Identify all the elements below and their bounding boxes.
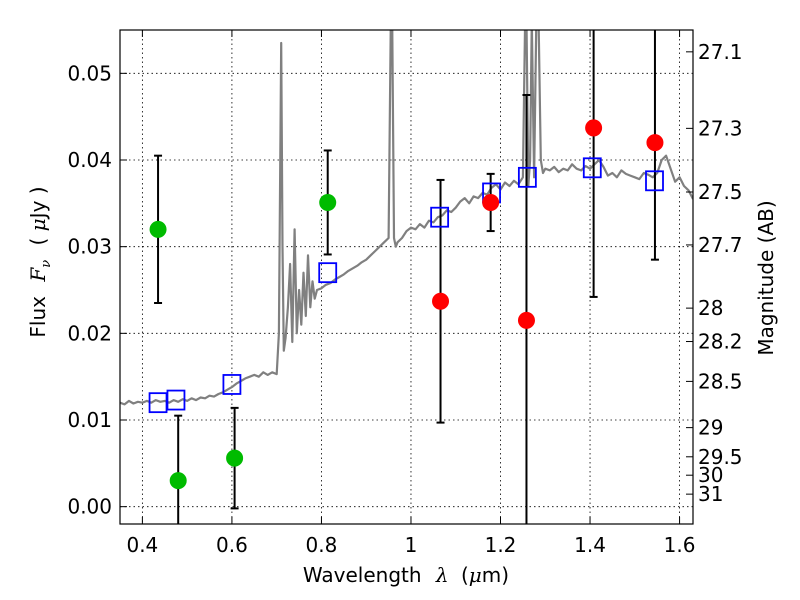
model-photometry-square bbox=[148, 392, 168, 414]
grid bbox=[120, 30, 693, 524]
magnitude-tick-label: 29 bbox=[698, 416, 723, 440]
x-tick-label: 1.2 bbox=[485, 533, 517, 557]
x-tick-label: 0.8 bbox=[306, 533, 338, 557]
observed-point-red bbox=[585, 119, 603, 137]
model-photometry-square bbox=[430, 206, 450, 228]
observed-point-green bbox=[149, 220, 167, 238]
model-photometry-square bbox=[582, 157, 602, 179]
x-tick-label: 1.4 bbox=[574, 533, 606, 557]
magnitude-tick-label: 27.1 bbox=[698, 40, 743, 64]
x-tick-label: 0.4 bbox=[126, 533, 158, 557]
model-photometry-square bbox=[517, 166, 537, 188]
magnitude-tick-label: 28.2 bbox=[698, 330, 743, 354]
x-tick-label: 0.6 bbox=[216, 533, 248, 557]
magnitude-tick-label: 29.5 bbox=[698, 445, 743, 469]
y-tick-label: 0.02 bbox=[67, 321, 112, 345]
model-photometry-square bbox=[318, 262, 338, 284]
y-tick-label: 0.04 bbox=[67, 148, 112, 172]
axis-ticks bbox=[120, 30, 693, 524]
observed-point-red bbox=[517, 311, 535, 329]
x-axis-label: Wavelength λ (μm) bbox=[303, 563, 509, 587]
tick-labels: 0.4 0.6 0.8 1 1.2 1.4 1.6 0.00 0.01 0.02 0.03 0.04 0… bbox=[67, 40, 742, 557]
spectrum-line bbox=[120, 30, 693, 406]
y-tick-label: 0.03 bbox=[67, 235, 112, 259]
model-photometry-square bbox=[645, 170, 664, 192]
plot-frame bbox=[119, 29, 694, 525]
right-axis-label: Magnitude (AB) bbox=[754, 200, 778, 355]
observed-point-green bbox=[169, 472, 187, 490]
observed-point-red bbox=[432, 292, 450, 310]
magnitude-tick-label: 31 bbox=[698, 482, 723, 506]
magnitude-tick-label: 28.5 bbox=[698, 369, 743, 393]
x-tick-label: 1.6 bbox=[664, 533, 696, 557]
y-axis-label: Flux Fν ( μJy ) bbox=[26, 186, 55, 337]
observed-point-green bbox=[319, 193, 337, 211]
magnitude-tick-label: 28 bbox=[698, 296, 723, 320]
y-tick-label: 0.01 bbox=[67, 408, 112, 432]
model-photometry-squares bbox=[148, 157, 664, 414]
observed-point-green bbox=[226, 449, 244, 467]
y-tick-label: 0.00 bbox=[67, 495, 112, 519]
model-photometry-square bbox=[166, 389, 186, 411]
magnitude-tick-label: 30 bbox=[698, 463, 723, 487]
magnitude-tick-label: 27.3 bbox=[698, 116, 743, 140]
magnitude-tick-label: 27.5 bbox=[698, 180, 743, 204]
model-photometry-square bbox=[222, 374, 242, 395]
y-tick-label: 0.05 bbox=[67, 61, 112, 85]
x-tick-label: 1 bbox=[405, 533, 418, 557]
observed-point-red bbox=[646, 134, 664, 152]
magnitude-tick-label: 27.7 bbox=[698, 233, 743, 257]
observed-point-red bbox=[482, 193, 500, 211]
observed-points bbox=[149, 119, 664, 490]
